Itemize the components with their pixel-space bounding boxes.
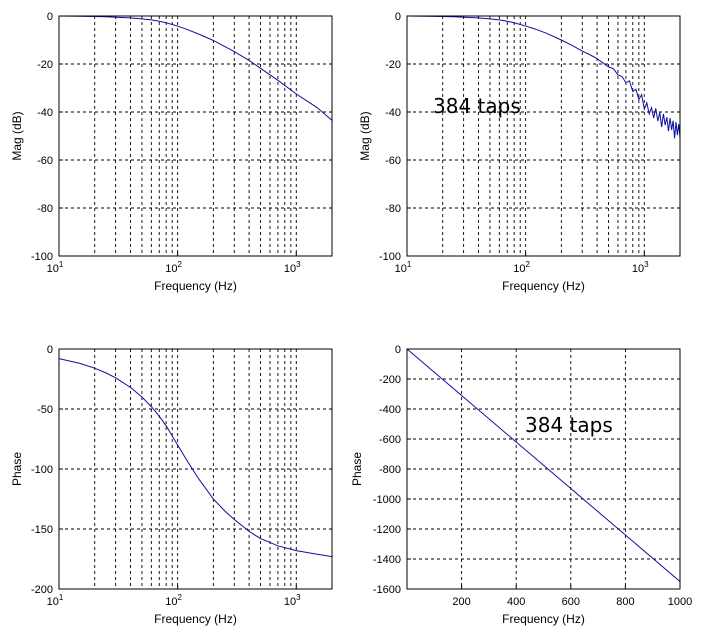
y-tick-label: -60	[37, 155, 53, 167]
x-axis-label: Frequency (Hz)	[154, 279, 237, 293]
y-tick-label: 0	[395, 344, 401, 356]
series-line	[58, 15, 333, 121]
series-line	[406, 348, 681, 582]
y-tick-label: -100	[379, 251, 401, 263]
y-tick-label: -40	[385, 107, 401, 119]
y-tick-label: -60	[385, 155, 401, 167]
x-axis-label: Frequency (Hz)	[502, 279, 585, 293]
y-tick-label: -40	[37, 107, 53, 119]
y-tick-label: -1400	[373, 554, 401, 566]
annotation-text: 384 taps	[525, 413, 613, 437]
y-tick-label: -20	[385, 59, 401, 71]
y-axis-label: Mag (dB)	[10, 111, 24, 160]
series-line	[58, 358, 333, 558]
series-line	[406, 15, 681, 139]
plot-area	[58, 15, 333, 257]
x-tick-label: 800	[616, 596, 634, 608]
phase-plot-right: 0 -200 -400 -600 -800 -1000 -1200 -1400 -1600 200…	[350, 344, 692, 626]
y-axis-label: Phase	[10, 452, 24, 486]
plot-frame	[406, 15, 681, 257]
x-tick-label: 101	[395, 260, 412, 275]
x-tick-label: 102	[165, 260, 182, 275]
y-tick-label: -1600	[373, 584, 401, 596]
x-tick-label: 200	[452, 596, 470, 608]
y-tick-label: -800	[379, 464, 401, 476]
y-tick-label: -80	[37, 203, 53, 215]
x-tick-label: 103	[632, 260, 649, 275]
y-tick-label: -200	[379, 374, 401, 386]
y-tick-label: -400	[379, 404, 401, 416]
y-tick-label: -1200	[373, 524, 401, 536]
x-tick-label: 600	[562, 596, 580, 608]
y-tick-label: -80	[385, 203, 401, 215]
y-tick-label: 0	[47, 11, 53, 23]
y-tick-label: 0	[47, 344, 53, 356]
y-tick-label: -100	[31, 251, 53, 263]
x-tick-label: 103	[284, 260, 301, 275]
x-axis-label: Frequency (Hz)	[154, 612, 237, 626]
x-axis-label: Frequency (Hz)	[502, 612, 585, 626]
y-axis-label: Mag (dB)	[358, 111, 372, 160]
x-tick-label: 101	[47, 260, 64, 275]
x-tick-label: 1000	[668, 596, 692, 608]
y-tick-label: -20	[37, 59, 53, 71]
y-tick-label: 0	[395, 11, 401, 23]
plot-area	[406, 15, 681, 257]
y-tick-label: -600	[379, 434, 401, 446]
y-tick-label: -100	[31, 464, 53, 476]
x-tick-label: 102	[165, 593, 182, 608]
y-axis-label: Phase	[350, 452, 364, 486]
y-tick-label: -200	[31, 584, 53, 596]
y-tick-label: -1000	[373, 494, 401, 506]
plot-frame	[58, 15, 333, 257]
x-tick-label: 400	[507, 596, 525, 608]
plot-area	[58, 348, 333, 590]
y-tick-label: -150	[31, 524, 53, 536]
plot-area	[406, 348, 681, 590]
x-tick-label: 102	[513, 260, 530, 275]
annotation-text: 384 taps	[433, 94, 521, 118]
x-tick-label: 101	[47, 593, 64, 608]
x-tick-label: 103	[284, 593, 301, 608]
y-tick-label: -50	[37, 404, 53, 416]
